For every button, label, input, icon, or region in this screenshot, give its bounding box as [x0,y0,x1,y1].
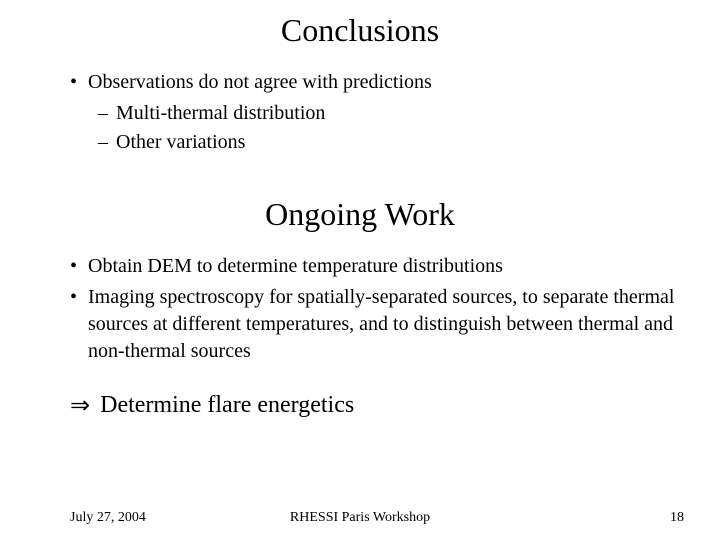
bullet-observations: Observations do not agree with predictio… [70,69,680,96]
arrow-text: Determine flare energetics [100,392,354,419]
slide-title-ongoing: Ongoing Work [0,196,720,233]
ongoing-bullets: Obtain DEM to determine temperature dist… [70,253,680,365]
footer-page-number: 18 [670,510,684,526]
conclusions-bullets: Observations do not agree with predictio… [70,69,680,156]
slide-title-conclusions: Conclusions [0,12,720,49]
bullet-other-variations: Other variations [98,129,680,156]
bullet-obtain-dem: Obtain DEM to determine temperature dist… [70,253,680,280]
footer-center: RHESSI Paris Workshop [290,510,430,526]
arrow-conclusion: ⇒ Determine flare energetics [70,391,720,420]
footer-date: July 27, 2004 [70,510,146,526]
double-arrow-icon: ⇒ [70,391,90,420]
slide-footer: July 27, 2004 RHESSI Paris Workshop 18 [0,510,720,526]
bullet-imaging-spectroscopy: Imaging spectroscopy for spatially-separ… [70,284,680,365]
bullet-multithermal: Multi-thermal distribution [98,100,680,127]
